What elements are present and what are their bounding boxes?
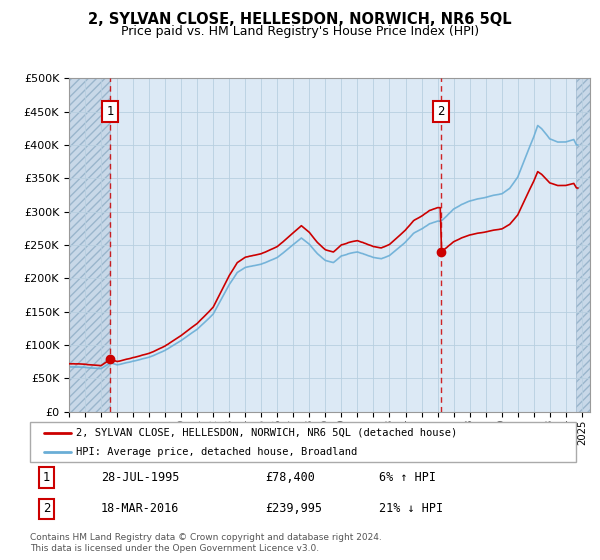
Text: 2: 2 [437,105,445,118]
Text: £239,995: £239,995 [265,502,322,515]
Text: 2, SYLVAN CLOSE, HELLESDON, NORWICH, NR6 5QL (detached house): 2, SYLVAN CLOSE, HELLESDON, NORWICH, NR6… [76,428,458,438]
Text: £78,400: £78,400 [265,471,314,484]
Text: 21% ↓ HPI: 21% ↓ HPI [379,502,443,515]
Bar [69,78,110,412]
Bar [577,78,590,412]
Text: 6% ↑ HPI: 6% ↑ HPI [379,471,436,484]
Text: 1: 1 [43,471,50,484]
Text: HPI: Average price, detached house, Broadland: HPI: Average price, detached house, Broa… [76,447,358,457]
Text: 28-JUL-1995: 28-JUL-1995 [101,471,179,484]
Text: Contains HM Land Registry data © Crown copyright and database right 2024.
This d: Contains HM Land Registry data © Crown c… [30,533,382,553]
Text: 2, SYLVAN CLOSE, HELLESDON, NORWICH, NR6 5QL: 2, SYLVAN CLOSE, HELLESDON, NORWICH, NR6… [88,12,512,27]
Text: 2: 2 [43,502,50,515]
FancyBboxPatch shape [30,422,576,462]
Text: 18-MAR-2016: 18-MAR-2016 [101,502,179,515]
Bar [69,78,110,412]
Text: 1: 1 [107,105,114,118]
Bar [577,78,590,412]
Text: Price paid vs. HM Land Registry's House Price Index (HPI): Price paid vs. HM Land Registry's House … [121,25,479,38]
